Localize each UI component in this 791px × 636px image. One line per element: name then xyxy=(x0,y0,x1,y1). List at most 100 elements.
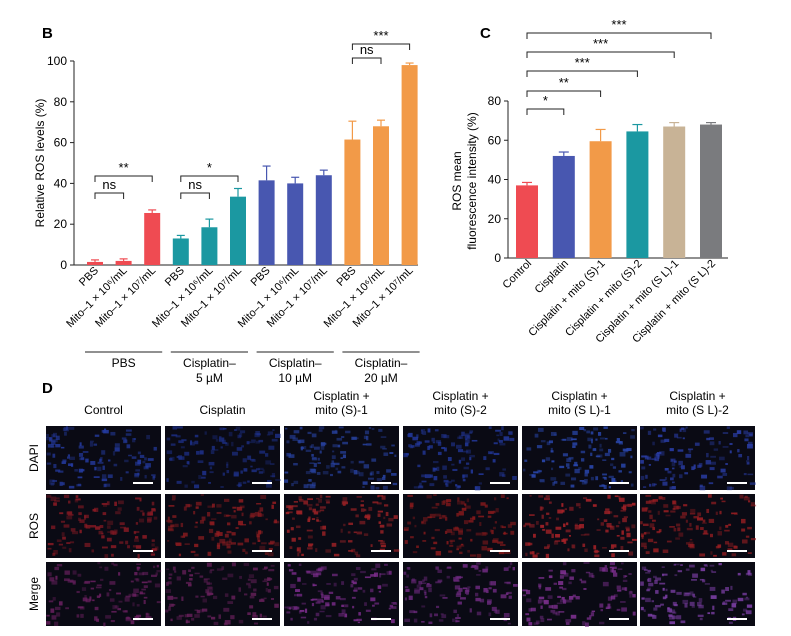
micrograph-speckle xyxy=(114,443,120,447)
micrograph-speckle xyxy=(611,457,615,461)
micrograph-speckle xyxy=(53,550,58,555)
micrograph-speckle xyxy=(710,461,716,465)
micrograph-speckle xyxy=(499,472,505,477)
micrograph-speckle xyxy=(133,530,140,534)
micrograph-speckle xyxy=(721,602,728,605)
group-label: Cisplatin– xyxy=(269,356,322,370)
micrograph-speckle xyxy=(189,441,195,446)
micrograph-speckle xyxy=(611,566,617,570)
micrograph-speckle xyxy=(573,464,579,467)
micrograph-speckle xyxy=(270,597,275,600)
micrograph-speckle xyxy=(553,582,558,585)
micrograph-speckle xyxy=(350,508,357,511)
micrograph-speckle xyxy=(293,501,298,503)
micrograph-speckle xyxy=(452,468,458,472)
micrograph-speckle xyxy=(136,578,140,582)
micrograph-speckle xyxy=(433,541,438,545)
micrograph-speckle xyxy=(466,449,471,454)
micrograph-speckle xyxy=(589,615,592,618)
micrograph-speckle xyxy=(119,541,124,544)
micrograph-speckle xyxy=(201,476,206,479)
micrograph-speckle xyxy=(665,588,668,592)
micrograph-speckle xyxy=(228,538,232,543)
micrograph-speckle xyxy=(713,554,717,557)
micrograph-speckle xyxy=(274,542,280,547)
y-axis-label: Relative ROS levels (%) xyxy=(33,99,47,228)
micrograph-speckle xyxy=(255,531,259,534)
micrograph-speckle xyxy=(747,444,753,449)
micrograph-speckle xyxy=(227,550,232,554)
micrograph-speckle xyxy=(616,585,621,590)
micrograph-speckle xyxy=(151,539,155,542)
micrograph-speckle xyxy=(455,620,460,623)
micrograph-speckle xyxy=(138,572,145,576)
micrograph-speckle xyxy=(611,570,616,573)
micrograph-speckle xyxy=(180,535,185,538)
micrograph-speckle xyxy=(547,595,553,599)
micrograph-speckle xyxy=(441,614,447,619)
micrograph-speckle xyxy=(241,445,244,448)
micrograph-image xyxy=(403,426,518,490)
micrograph-speckle xyxy=(285,511,290,515)
micrograph-speckle xyxy=(565,463,570,467)
micrograph-speckle xyxy=(371,568,377,571)
micrograph-speckle xyxy=(429,613,433,618)
micrograph-speckle xyxy=(85,598,91,603)
micrograph-speckle xyxy=(312,598,318,601)
micrograph-speckle xyxy=(643,568,648,572)
micrograph-speckle xyxy=(492,526,496,530)
micrograph-speckle xyxy=(288,454,295,458)
micrograph-speckle xyxy=(711,571,717,573)
micrograph-speckle xyxy=(435,502,440,506)
micrograph-speckle xyxy=(355,554,361,558)
micrograph-speckle xyxy=(146,512,152,516)
micrograph-speckle xyxy=(456,591,462,595)
micrograph-speckle xyxy=(525,542,531,546)
micrograph-speckle xyxy=(355,567,361,571)
micrograph-speckle xyxy=(46,614,50,617)
micrograph-speckle xyxy=(156,564,159,568)
micrograph-speckle xyxy=(216,544,221,550)
micrograph-speckle xyxy=(720,468,726,473)
micrograph-speckle xyxy=(579,518,585,522)
micrograph-speckle xyxy=(338,426,344,429)
micrograph-speckle xyxy=(652,527,656,531)
micrograph-speckle xyxy=(250,579,257,584)
micrograph-speckle xyxy=(538,495,544,498)
micrograph-speckle xyxy=(137,472,140,476)
micrograph-speckle xyxy=(439,517,442,520)
micrograph-speckle xyxy=(363,533,369,536)
micrograph-speckle xyxy=(132,593,137,597)
micrograph-speckle xyxy=(172,426,178,430)
micrograph-speckle xyxy=(744,438,749,442)
micrograph-speckle xyxy=(171,434,178,437)
micrograph-speckle xyxy=(457,497,460,502)
micrograph-speckle xyxy=(423,576,428,581)
micrograph-speckle xyxy=(247,612,251,615)
micrograph-speckle xyxy=(284,606,288,609)
micrograph-speckle xyxy=(333,582,337,587)
micrograph-speckle xyxy=(630,455,633,459)
micrograph-speckle xyxy=(750,538,756,541)
micrograph-speckle xyxy=(413,618,418,623)
micrograph-speckle xyxy=(584,478,588,484)
micrograph-speckle xyxy=(101,478,108,482)
micrograph-speckle xyxy=(183,506,187,511)
micrograph-speckle xyxy=(553,604,558,609)
micrograph-speckle xyxy=(69,541,75,544)
micrograph-speckle xyxy=(499,431,503,437)
micrograph-speckle xyxy=(479,598,485,603)
micrograph-speckle xyxy=(721,589,725,594)
micrograph-speckle xyxy=(143,596,148,599)
micrograph-speckle xyxy=(222,442,228,444)
micrograph-speckle xyxy=(194,434,199,438)
micrograph-speckle xyxy=(443,479,449,483)
micrograph-speckle xyxy=(693,516,699,519)
micrograph-speckle xyxy=(307,498,313,501)
micrograph-speckle xyxy=(682,428,687,433)
micrograph-speckle xyxy=(492,539,498,543)
micrograph-speckle xyxy=(317,590,323,593)
micrograph-speckle xyxy=(82,597,88,602)
micrograph-speckle xyxy=(56,539,62,543)
micrograph-speckle xyxy=(238,587,242,592)
